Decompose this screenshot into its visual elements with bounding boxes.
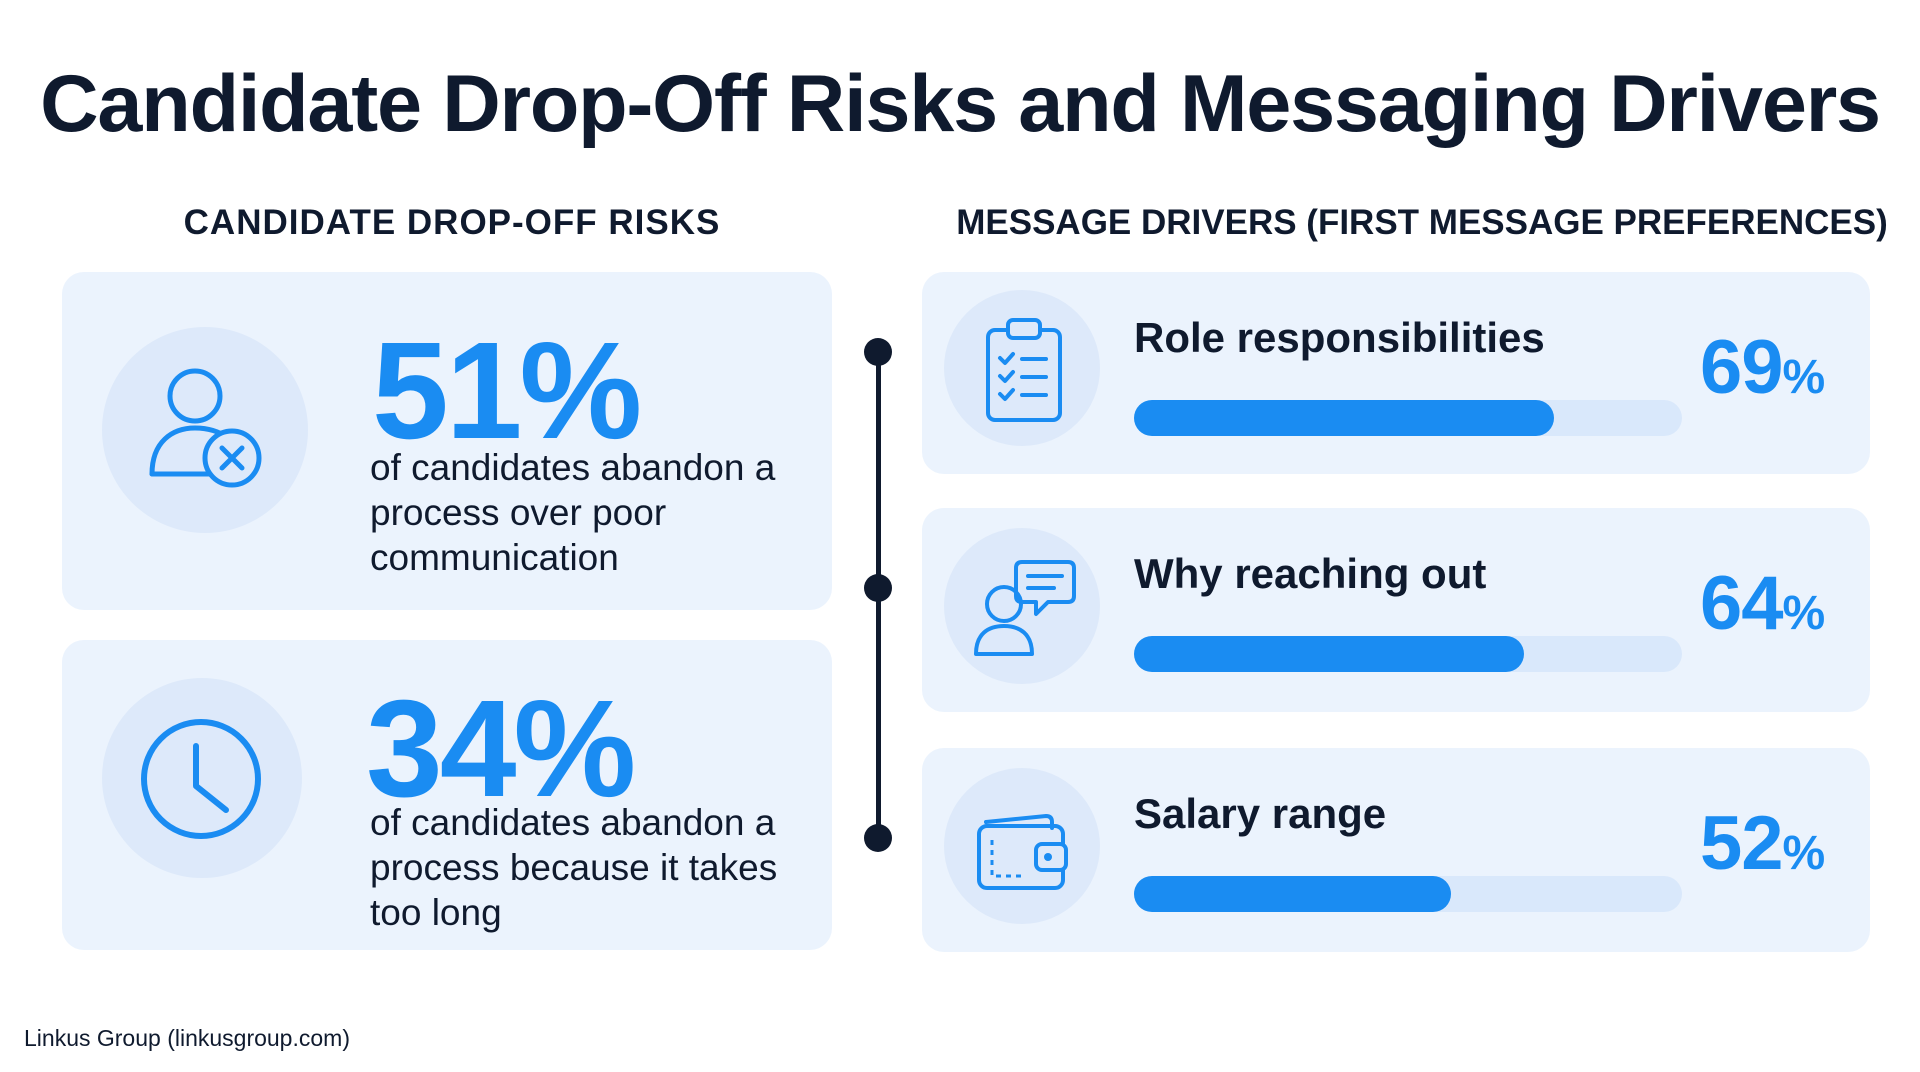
driver-percentage-unit: % <box>1782 827 1826 880</box>
page-title: Candidate Drop-Off Risks and Messaging D… <box>40 59 1881 149</box>
drop-off-risks-heading: CANDIDATE DROP-OFF RISKS <box>183 203 721 242</box>
bar-fill <box>1134 636 1524 672</box>
stat-description: of candidates abandon a process because … <box>370 802 778 933</box>
driver-percentage-unit: % <box>1782 351 1826 404</box>
driver-card <box>922 272 1870 474</box>
stat-value: 51% <box>372 314 642 468</box>
user-x-icon <box>140 362 270 492</box>
bar-fill <box>1134 400 1554 436</box>
message-drivers-heading: MESSAGE DRIVERS (FIRST MESSAGE PREFERENC… <box>956 203 1888 242</box>
timeline-dot <box>864 338 892 366</box>
source-credit: Linkus Group (linkusgroup.com) <box>24 1025 350 1051</box>
clipboard-checklist-icon <box>982 316 1066 426</box>
driver-label: Salary range <box>1134 790 1387 837</box>
driver-percentage-unit: % <box>1782 587 1826 640</box>
bar-track <box>1134 876 1682 912</box>
driver-percentage-value: 69 <box>1700 325 1784 410</box>
driver-icon-circle <box>944 768 1100 924</box>
timeline-dot <box>864 824 892 852</box>
stat-card-duration: 34% of candidates abandon a process beca… <box>62 640 832 950</box>
driver-percentage-value: 64 <box>1700 561 1784 646</box>
driver-label: Why reaching out <box>1134 550 1487 597</box>
stat-icon-circle <box>102 678 302 878</box>
clock-icon <box>138 716 264 842</box>
driver-percentage: 52% <box>1700 806 1825 882</box>
driver-card <box>922 508 1870 712</box>
driver-percentage-value: 52 <box>1700 801 1784 886</box>
driver-label: Role responsibilities <box>1134 314 1545 361</box>
bar-track <box>1134 636 1682 672</box>
stat-card-communication: 51% of candidates abandon a process over… <box>62 272 832 610</box>
bar-fill <box>1134 876 1451 912</box>
driver-percentage: 69% <box>1700 330 1825 406</box>
driver-percentage: 64% <box>1700 566 1825 642</box>
timeline-dot <box>864 574 892 602</box>
stat-description: of candidates abandon a process over poo… <box>370 447 776 578</box>
person-chat-icon <box>970 554 1080 664</box>
bar-track <box>1134 400 1682 436</box>
driver-card <box>922 748 1870 952</box>
wallet-icon <box>974 808 1070 894</box>
stat-value: 34% <box>366 672 636 826</box>
